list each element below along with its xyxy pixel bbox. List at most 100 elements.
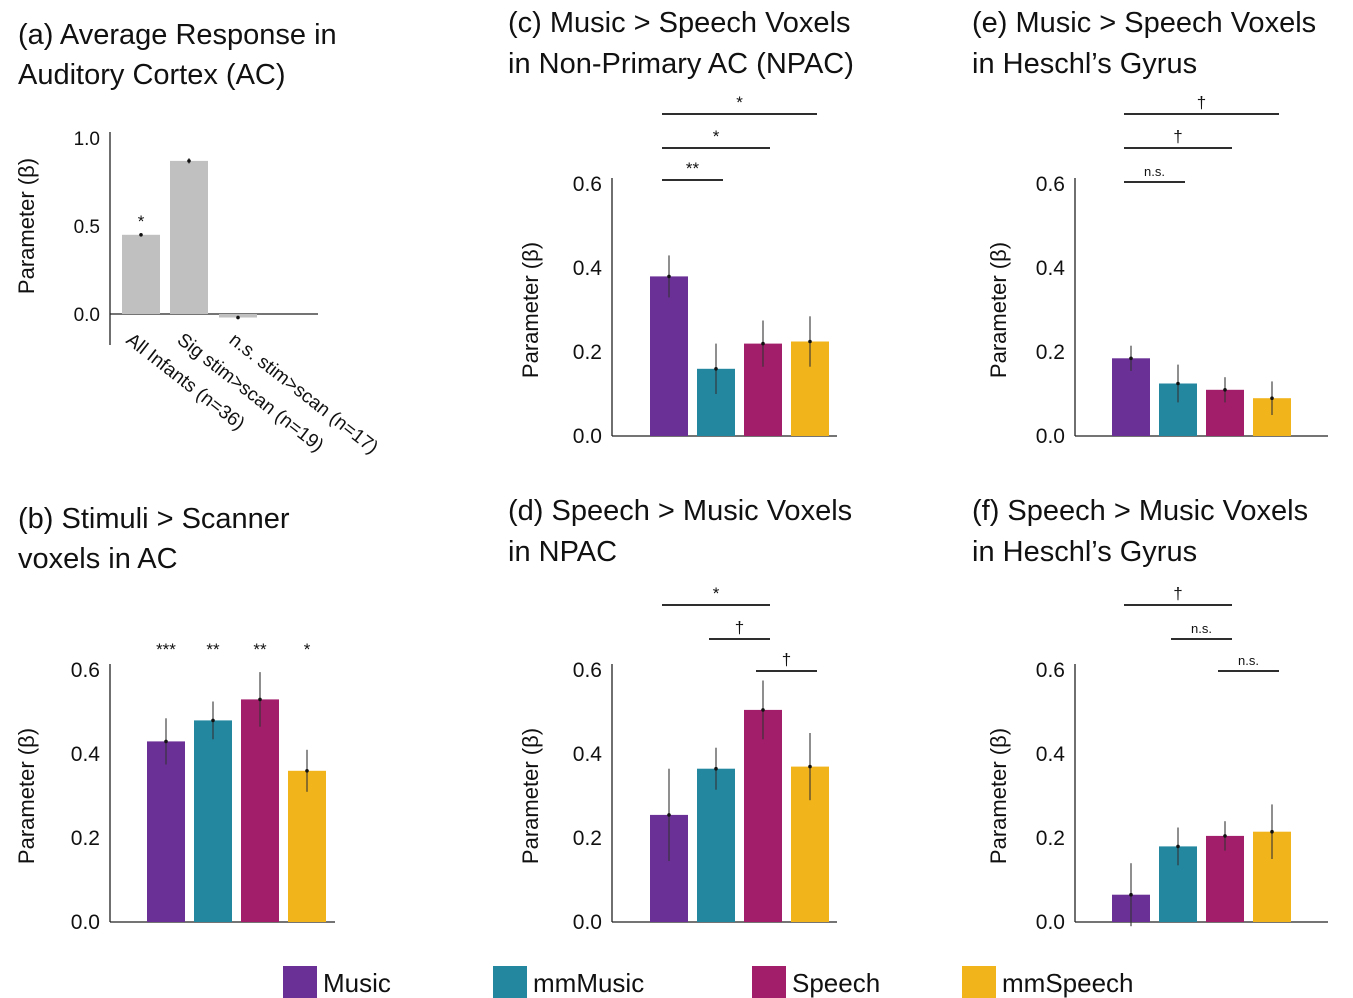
y-tick-label: 0.6 xyxy=(71,659,100,682)
y-tick-label: 0.2 xyxy=(573,341,602,364)
y-tick-label: 0.4 xyxy=(573,743,603,766)
y-tick-label: 0.0 xyxy=(573,911,602,934)
mean-point xyxy=(1129,892,1133,897)
y-tick-label: 0.5 xyxy=(74,217,100,238)
mean-point xyxy=(761,708,765,712)
bracket-label: † xyxy=(1173,127,1182,146)
y-tick-label: 0.2 xyxy=(1036,827,1065,850)
bracket-label: n.s. xyxy=(1238,653,1259,668)
bar-d-2 xyxy=(744,709,782,922)
legend-swatch xyxy=(752,966,786,998)
y-axis-label: Parameter (β) xyxy=(986,242,1011,378)
y-axis-label: Parameter (β) xyxy=(518,242,543,378)
mean-point xyxy=(187,159,191,163)
legend: Music mmMusic Speech mmSpeech xyxy=(283,966,1134,998)
panel-c-title-line: in Non-Primary AC (NPAC) xyxy=(508,48,854,80)
y-tick-label: 0.4 xyxy=(71,743,101,766)
legend-label: mmMusic xyxy=(533,968,644,998)
bracket-label: n.s. xyxy=(1144,164,1165,179)
panel-a-title-line: Auditory Cortex (AC) xyxy=(18,59,286,91)
legend-label: mmSpeech xyxy=(1002,968,1134,998)
significance-marker: * xyxy=(304,640,311,659)
bracket-label: † xyxy=(1197,93,1206,112)
panel-f-title-line: (f) Speech > Music Voxels xyxy=(972,495,1308,527)
bracket-label: n.s. xyxy=(1191,621,1212,636)
panel-a-title-line: (a) Average Response in xyxy=(18,19,337,51)
bracket-label: † xyxy=(1173,584,1182,603)
legend-label: Music xyxy=(323,968,391,998)
bracket-label: * xyxy=(736,93,743,112)
mean-point xyxy=(714,367,718,371)
y-tick-label: 0.4 xyxy=(1036,257,1066,280)
significance-marker: ** xyxy=(206,640,220,659)
significance-marker: ** xyxy=(253,640,267,659)
panel-b-title-line: voxels in AC xyxy=(18,543,178,575)
panel-c: (c) Music > Speech Voxels in Non-Primary … xyxy=(508,7,854,448)
panel-f: (f) Speech > Music Voxels in Heschl’s Gyr… xyxy=(972,495,1328,934)
panel-e: (e) Music > Speech Voxels in Heschl’s Gyr… xyxy=(972,7,1328,448)
significance-marker: * xyxy=(138,212,145,231)
y-tick-label: 0.2 xyxy=(1036,341,1065,364)
legend-swatch xyxy=(493,966,527,998)
y-tick-label: 0.0 xyxy=(1036,425,1065,448)
bracket-label: † xyxy=(735,618,744,637)
mean-point xyxy=(1176,381,1180,386)
mean-point xyxy=(236,315,240,320)
bracket-label: * xyxy=(713,584,720,603)
y-tick-label: 0.0 xyxy=(74,305,100,326)
bar-b-3 xyxy=(288,770,326,922)
bracket-label: * xyxy=(713,127,720,146)
mean-point xyxy=(1223,834,1227,838)
bracket-label: † xyxy=(782,650,791,669)
significance-marker: *** xyxy=(156,640,176,659)
mean-point xyxy=(211,718,215,723)
panel-b: (b) Stimuli > Scanner voxels in AC Paramet… xyxy=(14,503,335,934)
mean-point xyxy=(305,769,309,773)
y-tick-label: 0.4 xyxy=(573,257,603,280)
mean-point xyxy=(1176,844,1180,849)
y-tick-label: 1.0 xyxy=(74,129,100,150)
y-tick-label: 0.0 xyxy=(71,911,100,934)
bar-e-0 xyxy=(1112,358,1150,436)
mean-point xyxy=(714,766,718,771)
y-axis-label: Parameter (β) xyxy=(518,728,543,864)
y-tick-label: 0.6 xyxy=(1036,173,1065,196)
panel-e-title-line: (e) Music > Speech Voxels xyxy=(972,7,1316,39)
bar-b-2 xyxy=(241,699,279,922)
bar-c-0 xyxy=(650,276,688,436)
y-tick-label: 0.4 xyxy=(1036,743,1066,766)
panel-d-title-line: in NPAC xyxy=(508,536,617,568)
legend-label: Speech xyxy=(792,968,880,998)
mean-point xyxy=(1270,829,1274,834)
bar-d-1 xyxy=(697,768,735,922)
bracket-label: ** xyxy=(686,159,700,178)
bar-a-0 xyxy=(122,234,160,314)
bar-a-1 xyxy=(170,160,208,314)
y-tick-label: 0.6 xyxy=(573,173,602,196)
panel-e-title-line: in Heschl’s Gyrus xyxy=(972,48,1197,80)
y-tick-label: 0.0 xyxy=(573,425,602,448)
bar-b-1 xyxy=(194,720,232,922)
mean-point xyxy=(808,339,812,344)
mean-point xyxy=(761,341,765,346)
mean-point xyxy=(808,764,812,769)
panel-b-title-line: (b) Stimuli > Scanner xyxy=(18,503,290,535)
mean-point xyxy=(139,233,143,237)
y-tick-label: 0.2 xyxy=(71,827,100,850)
bar-b-0 xyxy=(147,741,185,922)
y-tick-label: 0.2 xyxy=(573,827,602,850)
mean-point xyxy=(164,739,168,744)
legend-swatch xyxy=(962,966,996,998)
mean-point xyxy=(1223,388,1227,392)
mean-point xyxy=(1129,356,1133,361)
y-tick-label: 0.6 xyxy=(1036,659,1065,682)
panel-c-title-line: (c) Music > Speech Voxels xyxy=(508,7,851,39)
y-tick-label: 0.0 xyxy=(1036,911,1065,934)
mean-point xyxy=(258,697,262,702)
panel-d: (d) Speech > Music Voxels in NPAC Paramete… xyxy=(508,495,852,934)
mean-point xyxy=(667,274,671,279)
y-axis-label: Parameter (β) xyxy=(14,158,39,294)
y-tick-label: 0.6 xyxy=(573,659,602,682)
mean-point xyxy=(1270,396,1274,401)
